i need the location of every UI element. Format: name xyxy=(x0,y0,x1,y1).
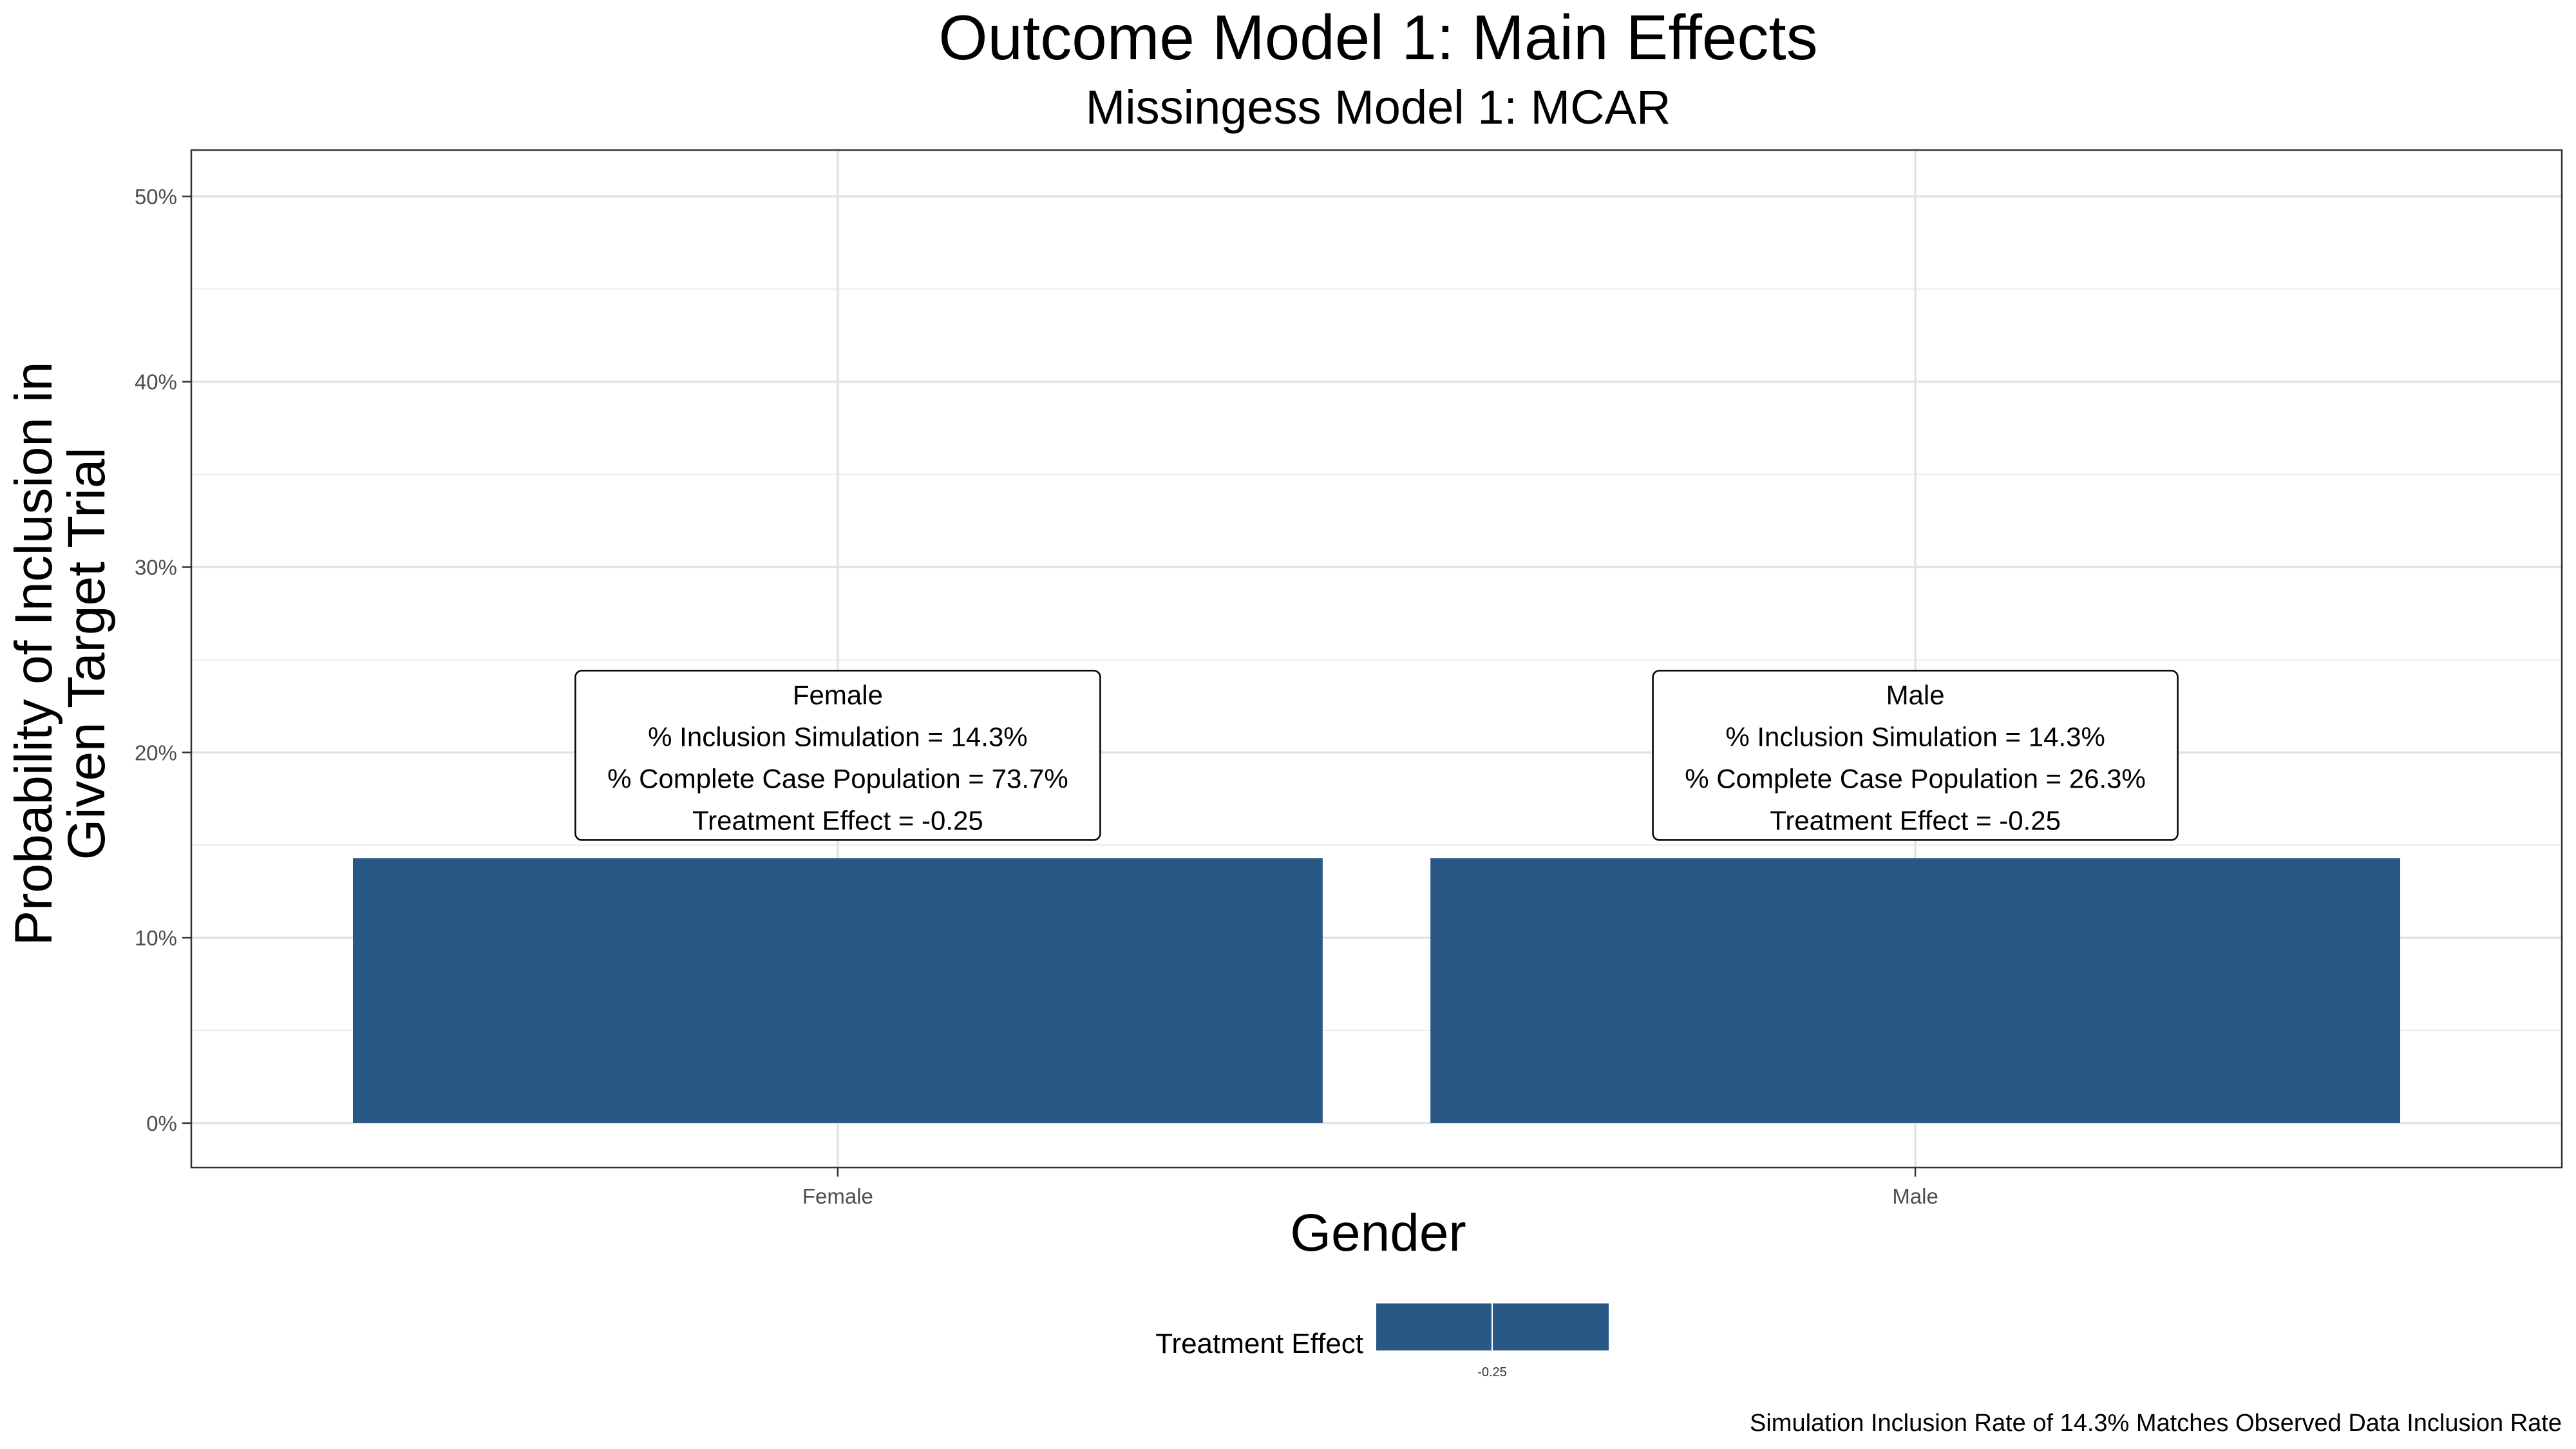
y-tick-label: 20% xyxy=(135,741,177,764)
annotations: Female % Inclusion Simulation = 14.3% % Co… xyxy=(574,670,2179,841)
y-axis-title-line-2: Given Target Trial xyxy=(57,447,116,860)
x-tick-label: Male xyxy=(1892,1184,1938,1208)
y-tick-label: 50% xyxy=(135,185,177,209)
y-tick-label: 30% xyxy=(135,556,177,580)
chart-caption: Simulation Inclusion Rate of 14.3% Match… xyxy=(1750,1410,2562,1437)
annotation-line: Male xyxy=(1886,679,1945,710)
bar xyxy=(352,858,1323,1123)
annotation-box xyxy=(574,670,1101,841)
y-tick-label: 40% xyxy=(135,370,177,394)
annotation-line: % Complete Case Population = 73.7% xyxy=(607,763,1068,793)
plot-panel-border xyxy=(190,149,2563,1169)
x-tick-label: Female xyxy=(802,1184,873,1208)
legend: Treatment Effect -0.25 xyxy=(1155,1303,1609,1379)
legend-title: Treatment Effect xyxy=(1155,1328,1363,1359)
y-tick-label: 10% xyxy=(135,926,177,950)
legend-tick-label: -0.25 xyxy=(1477,1365,1507,1379)
chart-subtitle: Missingess Model 1: MCAR xyxy=(1086,80,1671,134)
x-axis-ticks: Female Male xyxy=(802,1168,1938,1208)
annotation-box xyxy=(1652,670,2179,841)
x-axis-title: Gender xyxy=(1290,1204,1466,1262)
annotation-line: Treatment Effect = -0.25 xyxy=(1770,805,2061,835)
annotation-line: Female xyxy=(793,679,883,710)
chart-title: Outcome Model 1: Main Effects xyxy=(938,2,1817,73)
y-tick-label: 0% xyxy=(146,1112,177,1135)
y-axis-title: Probability of Inclusion in Given Target… xyxy=(5,361,116,945)
y-axis-title-line-1: Probability of Inclusion in xyxy=(5,361,63,945)
annotation-line: % Inclusion Simulation = 14.3% xyxy=(1725,721,2105,752)
annotation-line: % Complete Case Population = 26.3% xyxy=(1685,763,2146,793)
annotation-label: Female % Inclusion Simulation = 14.3% % Co… xyxy=(574,670,1101,841)
bar xyxy=(1430,858,2401,1123)
annotation-line: Treatment Effect = -0.25 xyxy=(692,805,983,835)
y-axis-ticks: 0% 10% 20% 30% 40% 50% xyxy=(135,185,191,1135)
bars xyxy=(352,858,2401,1123)
annotation-line: % Inclusion Simulation = 14.3% xyxy=(648,721,1028,752)
annotation-label: Male % Inclusion Simulation = 14.3% % Comp… xyxy=(1652,670,2179,841)
